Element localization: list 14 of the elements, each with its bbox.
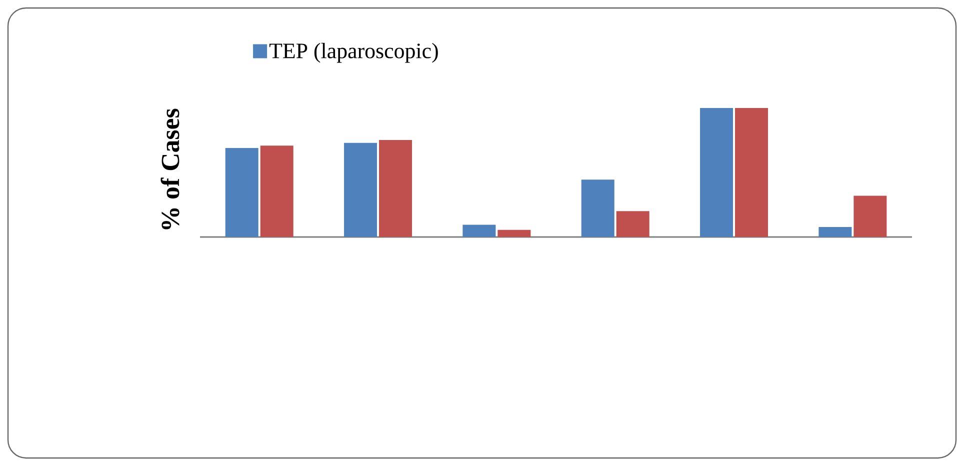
bar [818, 227, 852, 237]
bar [379, 140, 412, 237]
bar [498, 230, 531, 237]
bar [581, 180, 614, 237]
bar [616, 211, 650, 237]
y-axis-title: % of Cases [160, 108, 180, 230]
legend-label: TEP (laparoscopic) [269, 42, 438, 63]
bar [735, 108, 768, 237]
bar [260, 146, 294, 237]
bar [854, 196, 887, 237]
bar [344, 142, 378, 237]
bar [700, 108, 734, 237]
bar [225, 148, 258, 237]
bar [462, 224, 496, 237]
